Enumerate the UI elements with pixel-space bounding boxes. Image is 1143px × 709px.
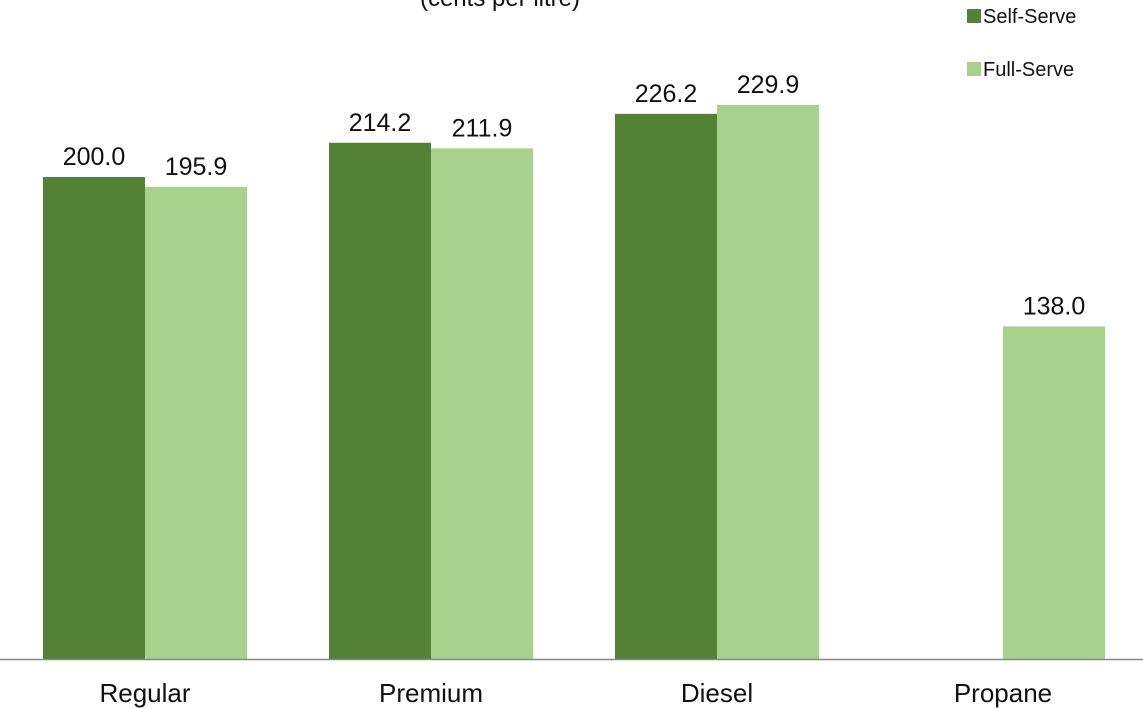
bar-regular-full-serve (145, 186, 247, 660)
value-label-propane-full-serve: 138.0 (1023, 292, 1086, 320)
category-label-premium: Premium (379, 678, 483, 708)
chart-title-group: (cents per litre) (420, 0, 580, 12)
legend-swatch-self-serve (967, 9, 981, 23)
category-label-regular: Regular (99, 678, 190, 708)
chart-title: (cents per litre) (420, 0, 580, 12)
bar-diesel-full-serve (717, 104, 819, 660)
bar-regular-self-serve (43, 177, 145, 659)
value-label-premium-full-serve: 211.9 (452, 114, 513, 142)
legend-label-self-serve: Self-Serve (983, 6, 1076, 28)
bars-group (43, 104, 1105, 660)
value-label-diesel-self-serve: 226.2 (635, 80, 698, 108)
value-labels-group: 200.0 195.9 214.2 211.9 226.2 229.9 138.0 (63, 71, 1086, 320)
category-labels-group: Regular Premium Diesel Propane (99, 678, 1052, 708)
category-label-diesel: Diesel (681, 678, 753, 708)
value-label-premium-self-serve: 214.2 (349, 109, 412, 137)
legend-swatch-full-serve (967, 62, 981, 76)
value-label-regular-self-serve: 200.0 (63, 143, 126, 171)
value-label-regular-full-serve: 195.9 (165, 153, 228, 181)
category-label-propane: Propane (954, 678, 1052, 708)
bar-premium-full-serve (431, 148, 533, 660)
bar-propane-full-serve (1003, 326, 1105, 659)
bar-premium-self-serve (329, 142, 431, 659)
legend-label-full-serve: Full-Serve (983, 59, 1074, 81)
legend: Self-Serve Full-Serve (967, 6, 1076, 81)
bar-diesel-self-serve (615, 113, 717, 659)
value-label-diesel-full-serve: 229.9 (737, 71, 800, 99)
